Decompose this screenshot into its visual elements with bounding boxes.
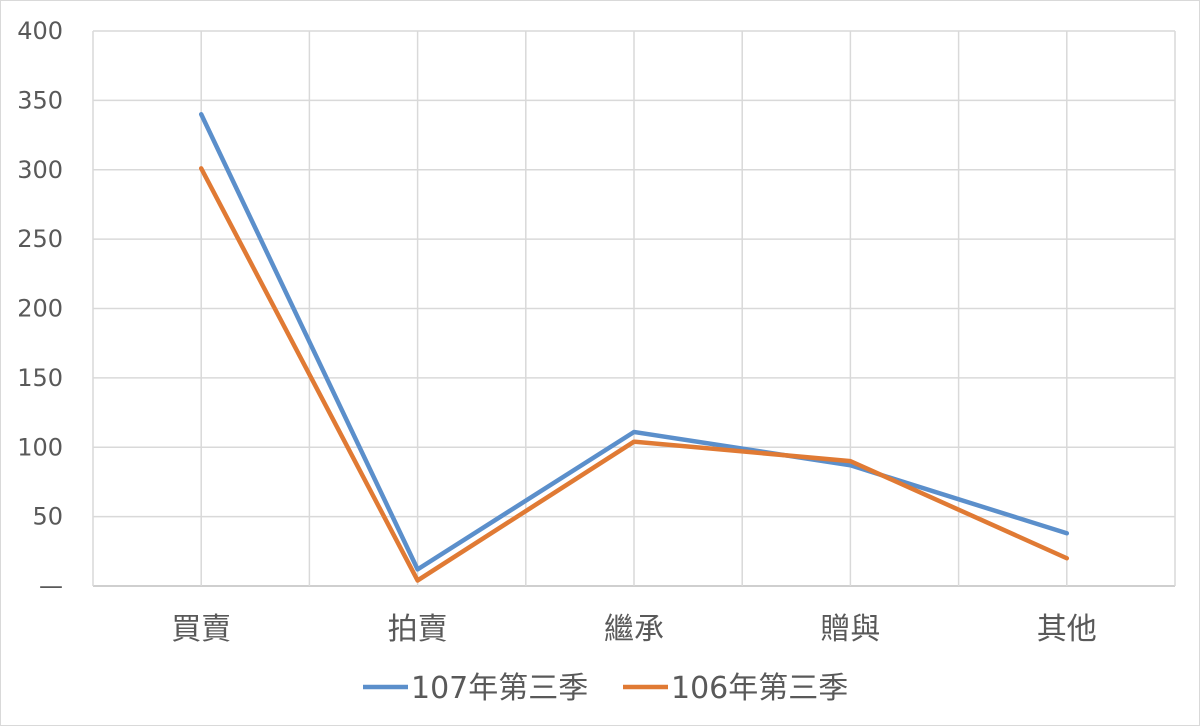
x-axis-labels: 買賣 拍賣 繼承 贈與 其他 — [171, 612, 1097, 647]
y-tick-label: 300 — [17, 156, 63, 184]
series-line-1 — [198, 112, 1070, 572]
x-category-label: 拍賣 — [388, 612, 448, 647]
x-category-label: 其他 — [1037, 612, 1097, 647]
y-axis-ticks: — 50 100 150 200 250 300 350 400 — [17, 17, 63, 600]
y-tick-label: 200 — [17, 295, 63, 323]
x-category-label: 繼承 — [604, 612, 664, 647]
legend-label-2: 106年第三季 — [671, 671, 848, 706]
series-line-2 — [198, 166, 1070, 583]
legend: 107年第三季 106年第三季 — [363, 671, 848, 706]
x-category-label: 買賣 — [171, 612, 231, 647]
y-tick-label: 50 — [32, 503, 63, 531]
y-tick-label: 350 — [17, 86, 63, 114]
series-group — [198, 112, 1070, 583]
y-tick-label: 250 — [17, 225, 63, 253]
y-tick-label: 400 — [17, 17, 63, 45]
legend-label-1: 107年第三季 — [411, 671, 588, 706]
y-tick-label: — — [39, 572, 63, 600]
grid — [92, 30, 1176, 587]
y-tick-label: 150 — [17, 364, 63, 392]
x-category-label: 贈與 — [820, 612, 880, 647]
y-tick-label: 100 — [17, 433, 63, 461]
